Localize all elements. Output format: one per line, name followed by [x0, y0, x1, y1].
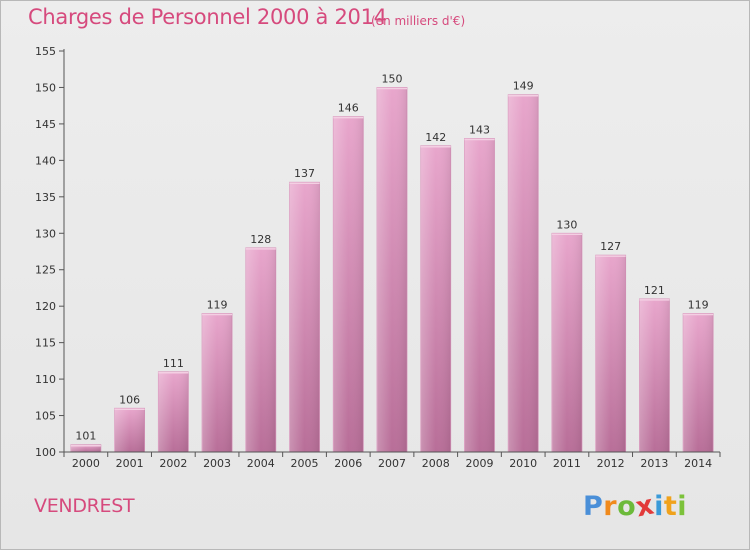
- bar-value-label: 119: [207, 298, 228, 311]
- bar-sheen: [158, 371, 189, 452]
- x-tick-label: 2004: [247, 457, 275, 470]
- bar-sheen: [420, 145, 451, 453]
- bar-sheen: [464, 138, 495, 452]
- x-tick-label: 2001: [116, 457, 144, 470]
- bar-value-label: 146: [338, 102, 359, 115]
- x-tick-label: 2000: [72, 457, 100, 470]
- proxiti-logo[interactable]: Proxiti: [583, 489, 688, 523]
- bar-sheen: [289, 182, 320, 452]
- bar-sheen: [333, 116, 364, 453]
- chart-unit-note: (en milliers d'€): [371, 14, 466, 28]
- y-tick-label: 125: [35, 264, 56, 277]
- y-tick-label: 120: [35, 300, 56, 313]
- x-tick-label: 2007: [378, 457, 406, 470]
- bar-value-label: 119: [688, 298, 709, 311]
- x-tick-label: 2005: [291, 457, 319, 470]
- y-tick-label: 135: [35, 191, 56, 204]
- chart-title: Charges de Personnel 2000 à 2014: [28, 5, 387, 29]
- y-tick-label: 140: [35, 154, 56, 167]
- bar-value-label: 128: [250, 233, 271, 246]
- bar-value-label: 127: [600, 240, 621, 253]
- x-tick-label: 2009: [465, 457, 493, 470]
- bar-sheen: [639, 298, 670, 452]
- bar-value-label: 143: [469, 123, 490, 136]
- bar-value-label: 106: [119, 393, 140, 406]
- logo-letter: i: [677, 491, 688, 522]
- x-tick-label: 2008: [422, 457, 450, 470]
- y-tick-label: 150: [35, 81, 56, 94]
- y-tick-label: 155: [35, 45, 56, 58]
- bar-sheen: [551, 233, 582, 452]
- x-tick-label: 2006: [334, 457, 362, 470]
- y-tick-label: 105: [35, 410, 56, 423]
- y-tick-label: 115: [35, 337, 56, 350]
- x-tick-label: 2003: [203, 457, 231, 470]
- bar-value-label: 121: [644, 284, 665, 297]
- bar-sheen: [70, 444, 101, 452]
- bar-sheen: [683, 313, 714, 452]
- logo-letter: r: [603, 491, 618, 522]
- bar-value-label: 142: [425, 131, 446, 144]
- bar-sheen: [114, 408, 145, 452]
- y-axis: 100 105 110 115 120 125 130 135 140 145 150 155: [35, 45, 65, 459]
- logo-letter: t: [663, 491, 678, 522]
- bar-value-label: 101: [75, 430, 96, 443]
- bar-sheen: [377, 87, 407, 453]
- logo-letter: P: [583, 491, 604, 522]
- x-tick-label: 2011: [553, 457, 581, 470]
- y-tick-label: 130: [35, 227, 56, 240]
- bar-sheen: [245, 247, 276, 452]
- x-tick-label: 2014: [684, 457, 712, 470]
- bar-sheen: [595, 255, 626, 452]
- y-tick-label: 100: [35, 446, 56, 459]
- x-tick-label: 2013: [640, 457, 668, 470]
- logo-letter: i: [654, 491, 664, 522]
- bar-sheen: [202, 313, 233, 452]
- logo-letter: o: [617, 491, 637, 522]
- y-tick-label: 110: [35, 373, 56, 386]
- x-tick-label: 2002: [159, 457, 187, 470]
- bar-value-label: 150: [382, 72, 403, 85]
- bar-sheen: [508, 94, 539, 452]
- x-tick-label: 2010: [509, 457, 537, 470]
- commune-name: VENDREST: [34, 495, 135, 517]
- bar-value-label: 130: [556, 218, 577, 231]
- bar-value-label: 149: [513, 80, 534, 93]
- bars: 101 106 111 119 128 137 146 150 142 143 149 130 127 1…: [70, 72, 714, 453]
- bar-value-label: 137: [294, 167, 315, 180]
- bar-value-label: 111: [163, 357, 184, 370]
- x-axis: 2000 2001 2002 2003 2004 2005 2006 2007 2008 2009…: [63, 451, 721, 470]
- x-tick-label: 2012: [597, 457, 625, 470]
- y-tick-label: 145: [35, 118, 56, 131]
